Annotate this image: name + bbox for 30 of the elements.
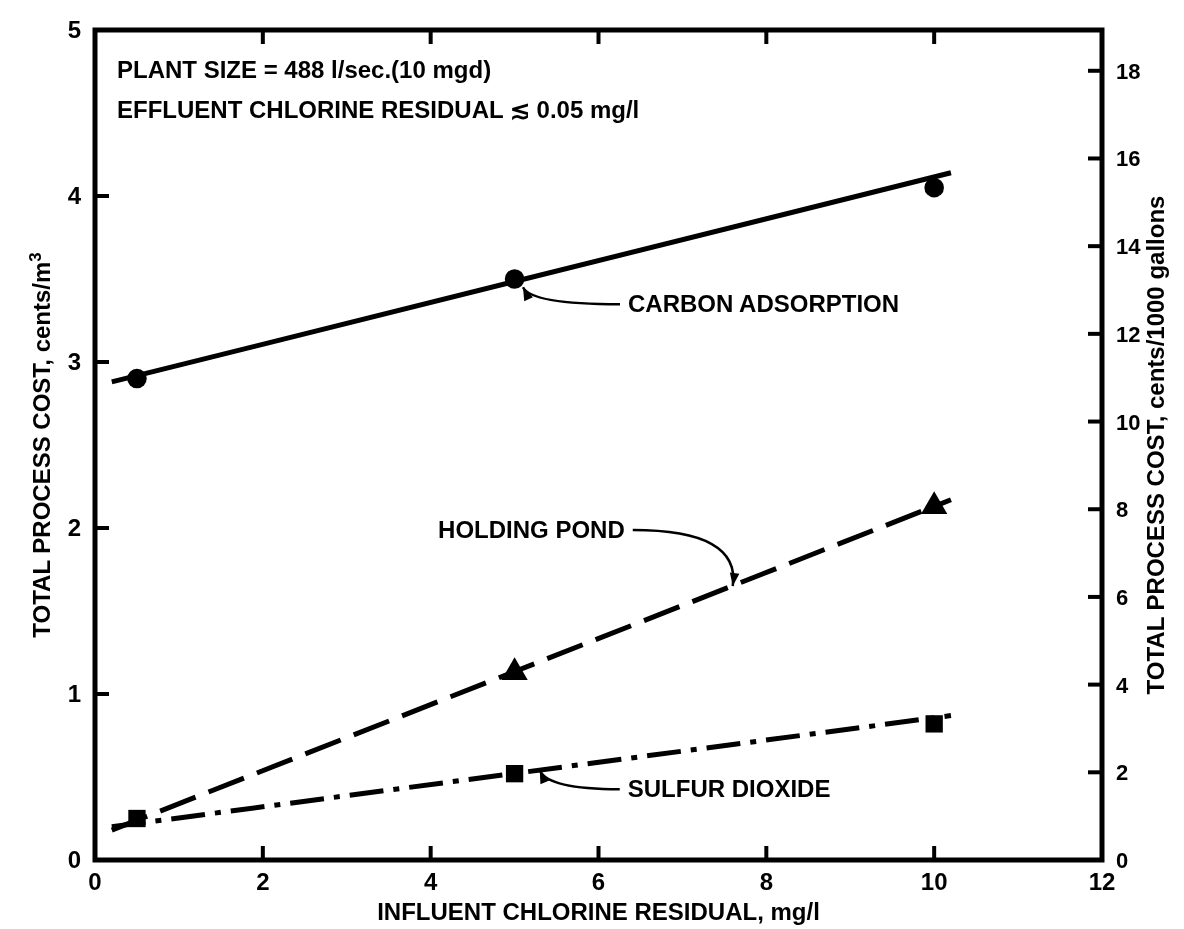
y2-tick-label: 12	[1116, 321, 1141, 347]
y2-tick-label: 4	[1116, 672, 1129, 698]
y-tick-label: 1	[67, 680, 81, 707]
annotation: SULFUR DIOXIDE	[627, 775, 831, 803]
y2-tick-label: 0	[1116, 848, 1129, 873]
y2-tick-label: 18	[1116, 58, 1141, 84]
y-tick-label: 4	[67, 182, 82, 209]
x-tick-label: 8	[759, 868, 774, 895]
x-tick-label: 0	[88, 868, 102, 895]
annotation: EFFLUENT CHLORINE RESIDUAL ≲ 0.05 mg/l	[117, 96, 640, 123]
y2-axis-title: TOTAL PROCESS COST, cents/1000 gallons	[1142, 195, 1169, 695]
x-axis-title: INFLUENT CHLORINE RESIDUAL, mg/l	[377, 898, 820, 925]
y2-tick-label: 16	[1116, 146, 1141, 172]
y2-tick-label: 14	[1116, 234, 1142, 260]
x-tick-label: 4	[423, 868, 438, 895]
annotation: PLANT SIZE = 488 l/sec.(10 mgd)	[117, 56, 492, 83]
y-tick-label: 5	[67, 16, 81, 43]
x-tick-label: 2	[256, 868, 270, 895]
y2-tick-label: 8	[1116, 497, 1129, 523]
y-tick-label: 0	[67, 846, 81, 873]
y-tick-label: 2	[67, 514, 81, 541]
annotation: HOLDING POND	[438, 516, 625, 544]
x-tick-label: 12	[1088, 868, 1116, 895]
y2-tick-label: 2	[1116, 760, 1129, 786]
y2-tick-label: 10	[1116, 409, 1141, 435]
y2-tick-label: 6	[1116, 584, 1129, 610]
x-tick-label: 6	[591, 868, 606, 895]
annotation: CARBON ADSORPTION	[627, 290, 900, 318]
y-tick-label: 3	[67, 348, 81, 375]
x-tick-label: 10	[920, 868, 948, 895]
